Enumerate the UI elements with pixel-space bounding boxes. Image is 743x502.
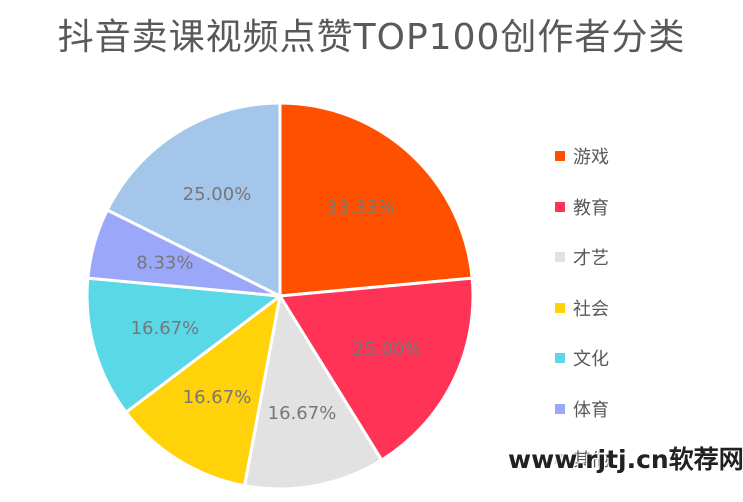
pie-data-label-6: 25.00% (183, 184, 252, 205)
legend-item-4: 文化 (555, 333, 609, 384)
legend-swatch (555, 403, 565, 414)
legend-swatch (555, 302, 565, 313)
pie-data-label-1: 25.00% (353, 339, 422, 360)
legend-swatch (555, 201, 565, 212)
pie-data-label-4: 16.67% (131, 318, 200, 339)
legend-item-6: 其他 (555, 434, 609, 485)
legend-label: 游戏 (573, 147, 609, 169)
pie-data-label-3: 16.67% (183, 387, 252, 408)
pie-slice-0 (278, 101, 474, 298)
pie-slices (85, 101, 475, 491)
legend-label: 教育 (573, 197, 609, 219)
chart-legend: 游戏教育才艺社会文化体育其他 (555, 131, 609, 485)
legend-swatch (555, 151, 565, 162)
pie-data-label-2: 16.67% (268, 403, 337, 424)
pie-data-label-5: 8.33% (136, 253, 193, 274)
pie-slice-1 (278, 276, 475, 462)
legend-item-0: 游戏 (555, 131, 609, 182)
legend-label: 才艺 (573, 248, 609, 270)
pie-slice-3 (124, 294, 282, 488)
legend-item-1: 教育 (555, 182, 609, 233)
legend-label: 文化 (573, 349, 609, 371)
legend-label: 社会 (573, 298, 609, 320)
pie-data-label-0: 33.33% (326, 197, 395, 218)
legend-swatch (555, 353, 565, 364)
pie-slice-4 (85, 276, 282, 414)
legend-label: 体育 (573, 399, 609, 421)
legend-label: 其他 (573, 450, 609, 472)
watermark-text: www.rjtj.cn软荐网 (508, 445, 743, 474)
legend-swatch (555, 454, 565, 465)
legend-item-3: 社会 (555, 283, 609, 334)
legend-item-2: 才艺 (555, 232, 609, 283)
legend-item-5: 体育 (555, 384, 609, 435)
pie-slice-6 (105, 101, 282, 298)
pie-slice-2 (243, 294, 384, 491)
chart-title: 抖音卖课视频点赞TOP100创作者分类 (57, 17, 686, 58)
pie-data-labels: 33.33% 25.00% 16.67% 16.67% 16.67% 8.33% 25.00… (131, 184, 422, 424)
legend-swatch (555, 252, 565, 263)
